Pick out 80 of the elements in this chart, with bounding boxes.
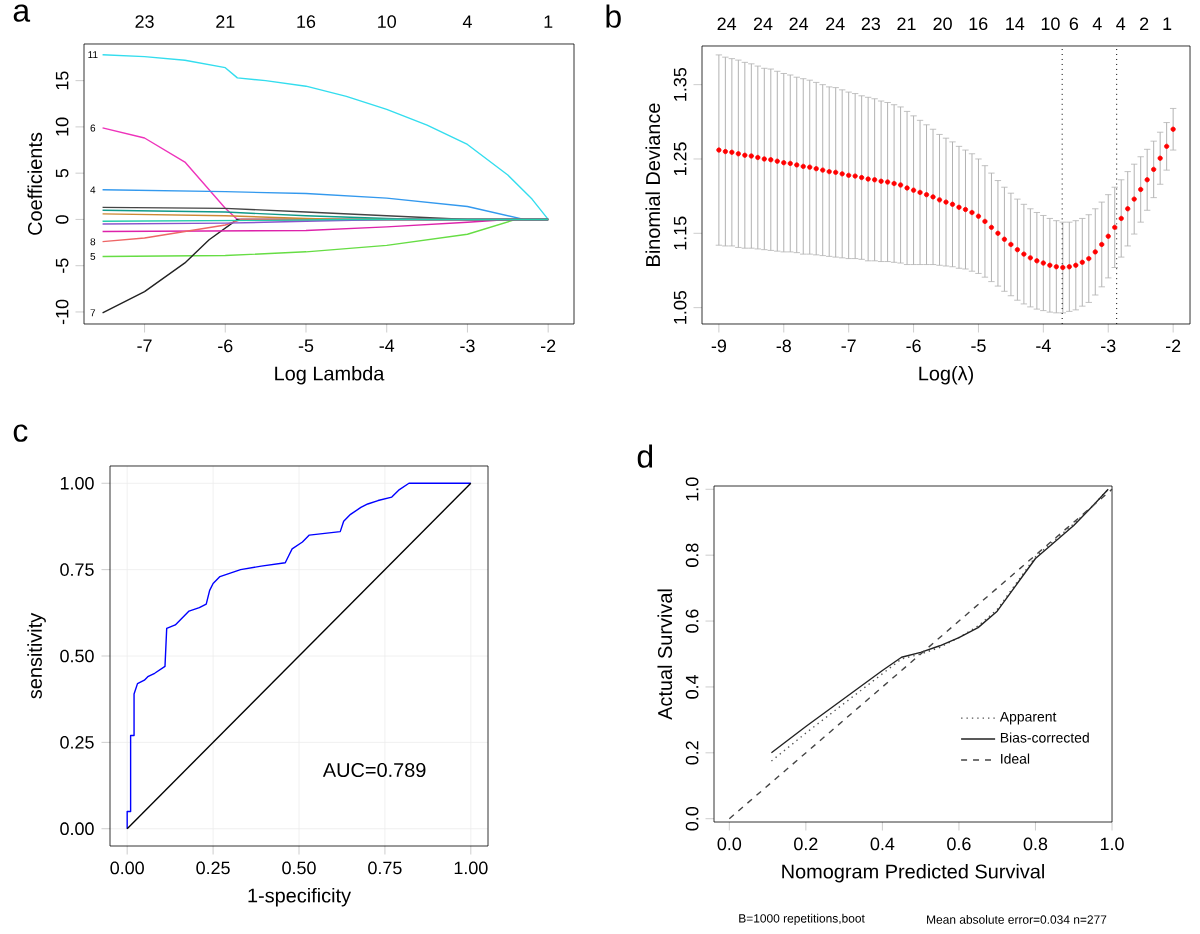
x-tick-label: 1.0 (1100, 837, 1124, 851)
y-tick-label: 0.25 (60, 736, 94, 749)
text: 16 (297, 15, 316, 28)
y-tick-label: 0.75 (60, 563, 94, 576)
annotation: AUC=0.789 (322, 762, 426, 778)
text: 14 (1006, 17, 1025, 30)
x-axis-title: 1-specificity (248, 887, 351, 907)
text: 4 (462, 15, 472, 28)
text: 16 (969, 17, 988, 31)
x-tick-label: -6 (906, 339, 921, 353)
x-axis-title: Log(λ) (919, 365, 974, 385)
text: 4 (1116, 17, 1126, 30)
text: 24 (826, 17, 845, 31)
x-tick-label: 0.00 (110, 861, 144, 875)
x-tick-label: -3 (460, 339, 475, 353)
y-tick-label: 10 (55, 117, 69, 136)
x-tick-label: -3 (1101, 339, 1116, 353)
text: 21 (216, 15, 235, 28)
text: 2 (1140, 17, 1149, 31)
y-axis-title: sensitivity (27, 612, 46, 699)
text: 10 (1041, 17, 1060, 31)
text: 21 (897, 17, 916, 31)
y-tick-label: 1.25 (673, 142, 687, 176)
y-tick-label: 15 (55, 71, 69, 90)
y-tick-label: 1.05 (673, 290, 687, 324)
x-tick-label: 0.50 (282, 861, 316, 875)
text: 23 (135, 15, 154, 28)
chart-title: a (13, 4, 31, 22)
x-axis-title: Log Lambda (275, 365, 385, 385)
chart-title: d (637, 444, 653, 468)
y-axis-title: Actual Survival (657, 589, 673, 720)
y-tick-label: 0.0 (685, 806, 699, 831)
x-axis-title: Nomogram Predicted Survival (782, 863, 1044, 883)
text: 23 (861, 17, 881, 31)
x-tick-label: -6 (218, 339, 233, 353)
x-tick-label: 0.4 (870, 837, 895, 851)
y-tick-label: 0.50 (60, 649, 94, 663)
x-tick-label: 0.2 (794, 837, 818, 851)
x-tick-label: -7 (137, 339, 152, 352)
y-tick-label: 0.2 (685, 741, 699, 765)
x-tick-label: 0.25 (196, 861, 230, 875)
chart-title: b (606, 4, 621, 28)
x-tick-label: 1.00 (454, 861, 488, 875)
text: 1 (544, 15, 553, 28)
y-tick-label: 0 (55, 215, 69, 224)
y-tick-label: 1.0 (685, 477, 699, 501)
y-tick-label: 0.8 (685, 543, 699, 567)
x-tick-label: -7 (841, 339, 856, 352)
x-tick-label: -2 (1165, 339, 1181, 353)
text: 10 (378, 15, 396, 28)
x-tick-label: -4 (379, 339, 395, 352)
x-tick-label: 0.8 (1023, 837, 1048, 851)
text: 24 (717, 17, 737, 31)
text: 20 (933, 17, 952, 31)
y-tick-label: 0.4 (685, 675, 699, 699)
x-tick-label: 0.0 (717, 837, 742, 851)
x-tick-label: -4 (1036, 339, 1051, 352)
x-tick-label: 0.6 (947, 837, 971, 851)
chart-title: c (13, 424, 28, 442)
y-tick-label: 5 (55, 168, 69, 178)
text: 1 (1163, 17, 1172, 30)
text: 6 (1069, 17, 1079, 31)
y-axis-title: Coefficients (27, 132, 43, 235)
y-tick-label: -5 (55, 258, 69, 273)
x-tick-label: 0.75 (368, 861, 402, 875)
y-tick-label: 0.6 (685, 609, 699, 633)
text: 24 (789, 17, 809, 31)
y-tick-label: -10 (55, 299, 69, 325)
text: 24 (753, 17, 773, 31)
x-tick-label: -5 (298, 339, 314, 353)
x-tick-label: -9 (711, 339, 726, 353)
y-axis-title: Binomial Deviance (645, 103, 661, 266)
y-tick-label: 1.35 (673, 67, 687, 101)
y-tick-label: 0.00 (60, 822, 94, 836)
text: 4 (1092, 17, 1102, 30)
y-tick-label: 1.00 (60, 476, 94, 490)
y-tick-label: 1.15 (673, 216, 687, 250)
x-tick-label: -8 (776, 339, 791, 353)
x-tick-label: -5 (971, 339, 986, 353)
x-tick-label: -2 (541, 339, 556, 353)
